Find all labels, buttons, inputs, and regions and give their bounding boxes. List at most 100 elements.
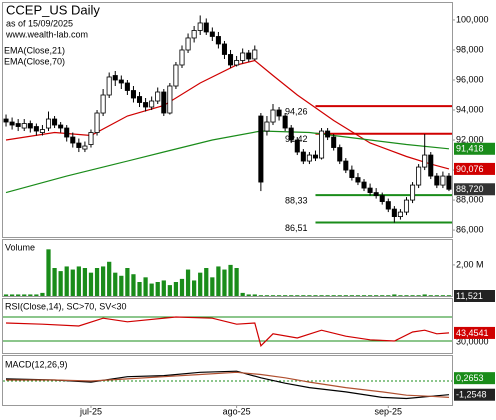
volume-bar: [283, 295, 288, 296]
candle-body: [312, 154, 319, 159]
legend-entry: EMA(Close,70): [4, 56, 65, 66]
y-tick-label: 30,0000: [456, 336, 489, 346]
macd-line: [6, 371, 450, 398]
volume-bar: [404, 295, 409, 296]
candle-body: [21, 123, 27, 129]
candle-body: [76, 142, 82, 148]
volume-bar: [295, 295, 300, 296]
y-tick-label: 94,000: [456, 104, 484, 114]
chart-title: CCEP_US Daily: [6, 2, 100, 17]
candle-body: [264, 121, 270, 132]
y-tick-label: 92,000: [456, 134, 484, 144]
volume-bar: [149, 283, 154, 296]
candle-body: [209, 31, 215, 37]
rsi-line: [5, 316, 450, 347]
volume-bar: [392, 294, 397, 296]
candle-body: [319, 130, 325, 159]
volume-bar: [22, 294, 27, 296]
volume-bar: [34, 294, 39, 296]
candle-body: [422, 154, 428, 168]
x-tick-label: ago-25: [223, 406, 251, 416]
candle-body: [367, 187, 373, 193]
panel-title: RSI(Close,14), SC>70, SV<30: [5, 301, 127, 311]
source: www.wealth-lab.com: [5, 29, 88, 39]
value-box: [454, 388, 495, 401]
volume-bar: [179, 278, 185, 296]
volume-bar: [40, 292, 45, 296]
candle-body: [276, 109, 282, 117]
candle-body: [179, 49, 185, 66]
value-box-label: 11,521: [456, 291, 483, 301]
candle-body: [410, 184, 416, 201]
candle-body: [428, 154, 434, 177]
volume-bar: [374, 295, 379, 296]
volume-bar: [234, 268, 239, 296]
volume-bar: [252, 294, 257, 296]
volume-bar: [410, 295, 415, 296]
volume-bar: [131, 274, 136, 296]
value-box-label: 88,720: [456, 184, 484, 194]
volume-bar: [119, 275, 124, 296]
value-box: [454, 326, 495, 339]
candle-body: [246, 52, 252, 60]
candle-body: [282, 115, 288, 129]
candle-body: [39, 129, 45, 133]
candle-body: [337, 147, 343, 162]
candle-body: [416, 166, 422, 186]
volume-bar: [446, 295, 452, 296]
candle-body: [58, 124, 64, 129]
candle-body: [82, 145, 88, 150]
value-box: [454, 162, 495, 175]
candle-body: [361, 181, 367, 189]
volume-bar: [143, 277, 148, 296]
volume-bar: [416, 295, 421, 296]
volume-bar: [313, 295, 318, 296]
volume-bar: [64, 266, 69, 296]
panel-title: Volume: [5, 242, 35, 252]
candle-body: [64, 127, 70, 138]
price-frame: [2, 2, 453, 238]
volume-bar: [380, 295, 385, 296]
value-box: [454, 290, 495, 302]
candle-body: [252, 49, 258, 60]
volume-bar: [367, 295, 373, 296]
volume-bar: [198, 272, 203, 296]
candle-body: [149, 100, 155, 108]
volume-bar: [46, 249, 51, 296]
value-box: [454, 142, 495, 155]
ema-line: [5, 59, 450, 170]
candle-body: [161, 91, 167, 114]
candle-body: [94, 112, 100, 133]
volume-bar: [422, 294, 427, 296]
panel-title: MACD(12,26,9): [5, 359, 68, 369]
candle-body: [294, 139, 300, 153]
candle-body: [173, 64, 179, 87]
candle-body: [373, 192, 379, 196]
level-label: 94,26: [285, 106, 308, 116]
volume-bar: [355, 295, 361, 296]
volume-bar: [301, 295, 306, 296]
candle-body: [9, 121, 15, 126]
volume-bar: [88, 272, 94, 296]
volume-bar: [192, 280, 197, 296]
candle-body: [143, 102, 149, 108]
candle-body: [331, 136, 337, 148]
volume-bar: [113, 272, 118, 296]
candle-body: [106, 76, 112, 96]
candle-body: [391, 208, 397, 217]
volume-bar: [3, 294, 9, 296]
y-tick-label: 88,000: [456, 194, 484, 204]
value-box-label: 0,2653: [456, 373, 484, 383]
volume-bar: [398, 295, 403, 296]
volume-bar: [428, 295, 433, 296]
candle-body: [3, 118, 9, 123]
candle-body: [185, 37, 191, 51]
volume-bar: [222, 269, 227, 296]
candle-body: [136, 96, 143, 103]
volume-bar: [107, 261, 112, 296]
candle-body: [221, 43, 227, 55]
volume-bar: [307, 295, 312, 296]
candle-body: [397, 211, 403, 217]
